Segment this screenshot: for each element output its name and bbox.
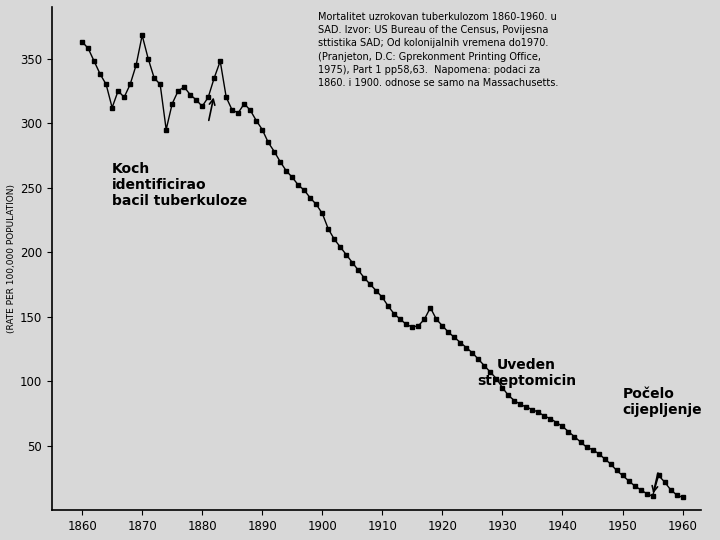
Text: Uveden
streptomicin: Uveden streptomicin bbox=[477, 358, 576, 388]
Text: Koch
identificirao
bacil tuberkuloze: Koch identificirao bacil tuberkuloze bbox=[112, 162, 248, 208]
Text: Počelo
cijepljenje: Počelo cijepljenje bbox=[623, 387, 702, 417]
Text: Mortalitet uzrokovan tuberkulozom 1860-1960. u
SAD. Izvor: US Bureau of the Cens: Mortalitet uzrokovan tuberkulozom 1860-1… bbox=[318, 12, 558, 88]
Y-axis label: (RATE PER 100,000 POPULATION): (RATE PER 100,000 POPULATION) bbox=[7, 184, 16, 333]
